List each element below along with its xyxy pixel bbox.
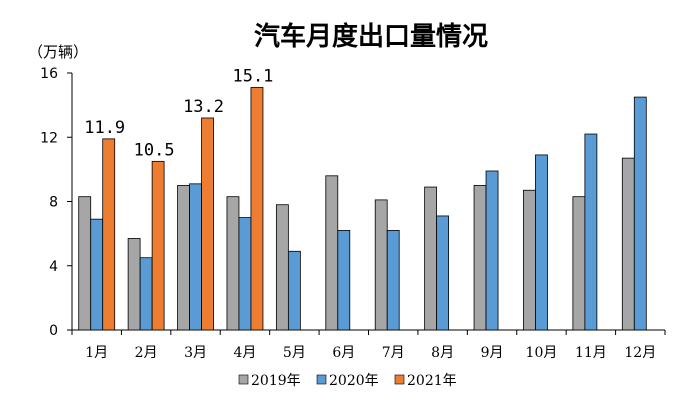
data-label: 10.5 [134,140,175,160]
bar-2020年-1月 [90,218,104,331]
x-tick-label: 12月 [624,345,656,361]
legend: 2019年 2020年 2021年 [238,373,457,389]
x-tick-label: 9月 [481,345,504,361]
legend-label: 2021年 [407,373,457,389]
x-tick-label: 6月 [332,345,355,361]
data-label: 13.2 [183,97,224,117]
bar-2019年-9月 [473,185,487,331]
bar-2019年-12月 [621,157,635,331]
bar-2020年-12月 [633,96,647,331]
data-label: 11.9 [84,118,125,138]
bar-2020年-8月 [436,215,450,331]
y-tick-label: 0 [49,323,58,339]
bar-2020年-4月 [238,217,252,331]
bar-2020年-7月 [386,230,400,331]
y-tick-label: 12 [40,130,58,146]
bar-2020年-9月 [485,170,499,331]
data-labels: 11.9 10.5 13.2 15.1 [84,66,273,160]
bar-2021年-3月 [201,117,214,331]
bar-2021年-1月 [102,138,116,331]
y-tick-label: 8 [49,195,58,211]
y-tick-label: 4 [49,259,58,275]
x-tick-label: 8月 [431,345,454,361]
x-tick-label: 2月 [135,345,158,361]
bar-2019年-7月 [374,199,388,331]
bar-2020年-3月 [189,183,202,331]
bar-2021年-2月 [151,160,165,331]
bar-2020年-2月 [139,257,153,331]
bar-2021年-4月 [250,87,264,331]
bars [78,87,647,331]
x-tick-label: 4月 [233,345,256,361]
bar-2020年-5月 [287,250,301,331]
bar-2020年-10月 [535,154,548,331]
y-axis-unit-label: （万辆） [28,43,88,61]
x-tick-label: 10月 [526,345,558,361]
bar-2020年-6月 [337,230,351,331]
y-tick-label: 16 [40,66,58,82]
x-tick-label: 7月 [382,345,405,361]
legend-label: 2019年 [251,373,301,389]
bar-2019年-2月 [127,238,141,331]
data-label: 15.1 [232,66,273,86]
bar-2019年-11月 [572,196,586,331]
bar-2019年-4月 [226,196,240,331]
bar-2019年-6月 [325,175,339,331]
x-tick-label: 1月 [85,345,108,361]
legend-label: 2020年 [329,373,379,389]
bar-2019年-10月 [523,189,536,331]
x-tick-label: 5月 [283,345,306,361]
legend-swatch-2020年 [316,374,327,385]
bar-2019年-1月 [78,196,92,331]
bar-2019年-5月 [275,204,289,331]
chart-title: 汽车月度出口量情况 [254,21,488,52]
bar-2019年-3月 [177,185,190,331]
bar-2020年-11月 [584,133,598,331]
x-tick-label: 3月 [184,345,207,361]
legend-swatch-2019年 [238,374,249,385]
bar-2019年-8月 [424,186,438,331]
axes: 0 4 8 12 16 1月 2月 3月 4月 5月 6月 7月 8月 9月 10月 11月 12月 [40,66,666,361]
x-tick-label: 11月 [575,345,607,361]
legend-swatch-2021年 [394,374,405,385]
